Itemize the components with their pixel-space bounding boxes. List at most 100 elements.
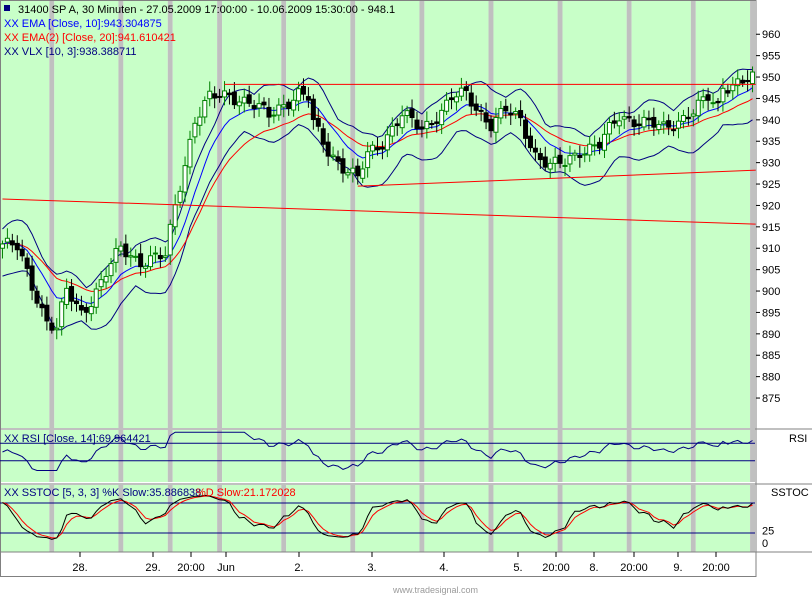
candle-body [434, 121, 440, 124]
night-gap [488, 485, 494, 552]
night-gap [750, 0, 755, 428]
candle-body [592, 144, 598, 147]
candle-body [241, 96, 247, 104]
night-gap [167, 485, 173, 552]
session-band [54, 430, 119, 482]
night-gap [488, 430, 494, 482]
candle-body [222, 90, 228, 98]
session-band [631, 0, 691, 428]
candle-body [715, 100, 721, 104]
session-band [493, 430, 558, 482]
night-gap [690, 0, 696, 428]
legend-ema20: XX EMA(2) [Close, 20]:941.610421 [4, 32, 176, 44]
candle-body [513, 111, 519, 115]
session-band [355, 0, 420, 428]
candle-body [9, 240, 15, 246]
candle-body [39, 303, 45, 309]
candle-body [537, 153, 543, 161]
session-band [286, 0, 351, 428]
x-tick-label: 20:00 [177, 562, 205, 574]
candle-body [680, 115, 686, 122]
axes: 875 880 885 890 895 900 905 910 915 920 925 930 935 9… [0, 0, 812, 577]
night-gap [690, 430, 696, 482]
candle-body [740, 79, 746, 84]
night-gap [557, 485, 563, 552]
candle-body [340, 158, 346, 174]
session-band [123, 0, 168, 428]
candle-body [212, 93, 218, 99]
candle-body [167, 223, 173, 256]
candle-body [577, 154, 583, 158]
candle-body [335, 156, 341, 162]
session-band [562, 430, 627, 482]
candle-body [286, 101, 292, 110]
candle-body [182, 165, 188, 193]
candle-body [587, 143, 593, 156]
night-gap [750, 430, 755, 482]
candle-body [621, 116, 627, 120]
session-band [286, 485, 351, 552]
x-tick-label: Jun [217, 562, 235, 574]
night-gap [118, 430, 124, 482]
price-tick-label: 960 [762, 29, 780, 41]
candle-body [177, 190, 183, 203]
candle-body [226, 92, 232, 96]
candle-body [29, 265, 35, 291]
price-tick-label: 920 [762, 200, 780, 212]
night-gap [557, 0, 563, 428]
candle-body [685, 116, 691, 120]
candle-body [98, 279, 104, 288]
candle-body [133, 255, 139, 258]
rsi-legend: XX RSI [Close, 14]:69.964421 [4, 433, 151, 445]
candle-body [651, 116, 657, 128]
candle-body [370, 144, 376, 152]
chart-title: 31400 SP A, 30 Minuten - 27.05.2009 17:0… [18, 4, 395, 16]
session-band [562, 0, 627, 428]
night-gap [118, 0, 124, 428]
candle-body [300, 85, 306, 95]
candle-body [73, 300, 79, 305]
candle-body [498, 108, 504, 119]
candle-body [0, 243, 5, 249]
candle-body [439, 109, 445, 126]
candle-body [172, 204, 178, 228]
x-tick-label: 8. [589, 562, 598, 574]
night-gap [750, 485, 755, 552]
price-tick-label: 930 [762, 158, 780, 170]
x-tick-label: 2. [294, 562, 303, 574]
sstoc-tick-label: 25 [762, 526, 774, 538]
candle-body [611, 120, 617, 124]
candle-body [320, 128, 326, 145]
candle-body [750, 71, 756, 85]
candle-body [661, 121, 667, 125]
candle-body [93, 288, 99, 308]
candle-body [488, 118, 494, 132]
night-gap [690, 485, 696, 552]
vlx-lower-line [2, 119, 753, 331]
candle-body [246, 94, 252, 104]
candle-body [296, 88, 302, 102]
night-gap [557, 430, 563, 482]
candle-body [251, 105, 257, 110]
legend-marker [4, 5, 10, 11]
candle-body [118, 245, 124, 252]
candle-body [444, 99, 450, 112]
axis-background [756, 0, 812, 577]
candle-body [720, 87, 726, 103]
sstoc-tick-label: 0 [762, 538, 768, 550]
candle-body [473, 103, 479, 111]
candle-body [365, 151, 371, 169]
x-tick-label: 3. [367, 562, 376, 574]
night-gap [281, 0, 287, 428]
candle-body [355, 165, 361, 177]
x-tick-label: 29. [145, 562, 160, 574]
candle-body [503, 105, 509, 112]
candle-body [375, 147, 380, 151]
candle-body [4, 237, 10, 243]
legend: 31400 SP A, 30 Minuten - 27.05.2009 17:0… [4, 4, 395, 58]
candle-body [429, 123, 435, 126]
session-band [54, 0, 119, 428]
price-tick-label: 905 [762, 265, 780, 277]
candle-body [138, 253, 144, 268]
rsi-panel [0, 431, 755, 471]
